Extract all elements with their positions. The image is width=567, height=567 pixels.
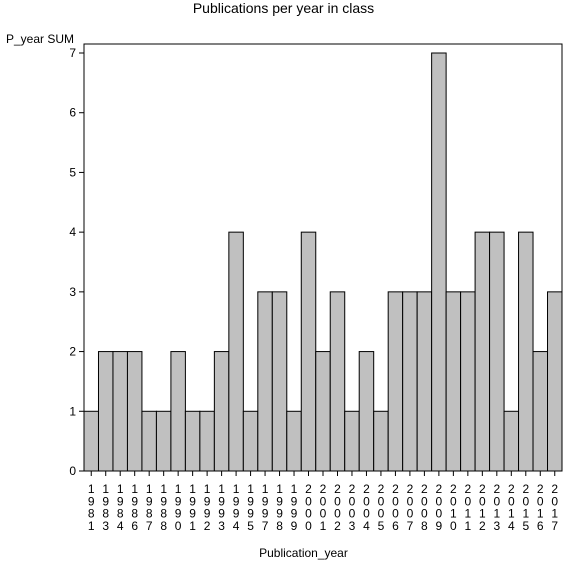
bar-2009 [431,52,447,472]
bar-1984 [112,351,128,472]
y-tick-label-3: 3 [69,285,76,299]
bar-2017 [547,291,563,472]
bar-2012 [474,231,491,472]
bar-2016 [532,351,549,472]
bar-1987 [141,410,157,472]
bar-2005 [373,410,389,472]
bar-1983 [97,351,114,472]
bar-1998 [271,291,288,472]
y-tick-label-4: 4 [69,225,76,239]
bar-2014 [503,410,520,472]
bar-2013 [489,231,505,472]
bar-2006 [387,291,404,472]
y-tick-label-5: 5 [69,165,76,179]
bar-1991 [184,410,201,472]
bar-2015 [518,231,534,472]
bar-2003 [344,410,360,472]
y-axis-label: P_year SUM [6,32,75,46]
bar-1990 [170,351,186,472]
bar-1986 [126,351,143,472]
chart-title: Publications per year in class [192,0,375,16]
bar-2011 [460,291,476,472]
bar-1988 [155,410,172,472]
bar-2004 [358,351,375,472]
bar-1992 [199,410,215,472]
bar-2007 [402,291,418,472]
bar-1994 [228,231,244,472]
bar-1981 [83,410,99,472]
y-tick-label-1: 1 [69,404,76,418]
bar-1997 [257,291,273,472]
bar-2000 [300,231,317,472]
bar-2008 [416,291,433,472]
bar-1993 [213,351,230,472]
bar-2001 [315,351,331,472]
bar-1995 [242,410,259,472]
bar-2002 [329,291,346,472]
y-tick-label-6: 6 [69,106,76,120]
bar-1999 [286,410,302,472]
y-tick-label-0: 0 [69,464,76,478]
x-axis-label: Publication_year [259,546,348,560]
bar-2010 [445,291,462,472]
y-tick-label-2: 2 [69,345,76,359]
y-tick-label-7: 7 [69,46,76,60]
